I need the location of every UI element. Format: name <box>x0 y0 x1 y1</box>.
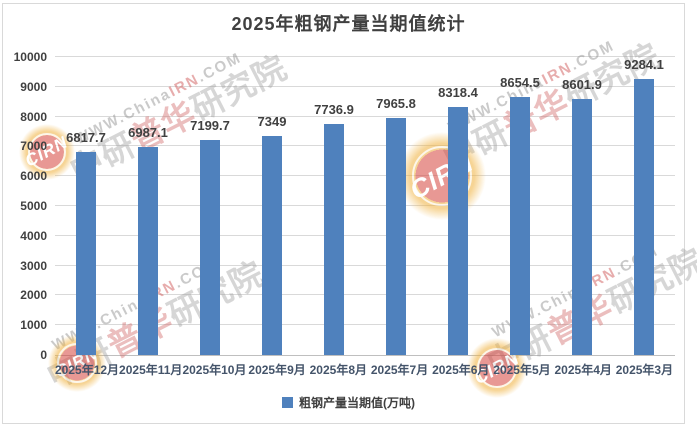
bar-value-label: 7965.8 <box>376 95 416 111</box>
bar-slot: 6817.7 <box>55 57 117 355</box>
y-tick-label: 3000 <box>20 258 47 273</box>
y-axis: 10000 9000 8000 7000 6000 5000 4000 3000 2000 100… <box>0 50 47 362</box>
bar-value-label: 6817.7 <box>66 129 106 145</box>
legend: 粗钢产量当期值(万吨) <box>0 394 697 411</box>
y-tick-label: 7000 <box>20 139 47 154</box>
x-tick-label: 2025年7月 <box>370 363 429 377</box>
bar-6 <box>386 117 406 355</box>
gridline <box>55 115 675 117</box>
x-tick-label: 2025年5月 <box>493 363 551 377</box>
bar-10 <box>634 79 654 355</box>
bar-value-label: 8601.9 <box>562 76 602 92</box>
gridline <box>55 234 675 236</box>
x-axis: 2025年12月 2025年11月 2025年10月 2025年9月 2025年8月 20… <box>55 361 675 378</box>
gridline <box>55 175 675 177</box>
bar-value-label: 7199.7 <box>190 118 230 134</box>
x-tick-label: 2025年10月 <box>182 363 247 377</box>
bar-5 <box>324 124 344 355</box>
gridline <box>55 205 675 206</box>
x-tick-label: 2025年6月 <box>432 363 490 377</box>
bar-slot: 7349 <box>241 57 303 355</box>
bar-value-label: 9284.1 <box>624 57 664 72</box>
x-tick-label: 2025年11月 <box>119 363 183 377</box>
bar-8 <box>510 97 530 355</box>
y-tick-label: 9000 <box>20 79 47 94</box>
bar-slot: 7736.9 <box>303 57 365 355</box>
x-tick-label: 2025年9月 <box>248 363 306 377</box>
y-tick-label: 10000 <box>13 50 47 64</box>
y-tick-label: 6000 <box>20 169 47 184</box>
bar-value-label: 6987.1 <box>128 124 168 140</box>
gridline <box>55 85 675 87</box>
bar-3 <box>200 140 220 355</box>
bar-7 <box>448 107 468 355</box>
gridline <box>55 145 675 147</box>
legend-label: 粗钢产量当期值(万吨) <box>299 396 415 410</box>
bar-value-label: 8318.4 <box>438 85 478 101</box>
gridline <box>55 324 675 326</box>
bar-value-label: 8654.5 <box>500 75 540 91</box>
plot-area: 6817.7 6987.1 7199.7 7349 7736.9 7965.8 8318.4… <box>55 56 675 356</box>
x-tick-label: 2025年4月 <box>554 363 612 377</box>
bar-slot: 9284.1 <box>613 57 675 355</box>
bar-4 <box>262 136 282 355</box>
gridline <box>55 264 675 266</box>
bar-value-label: 7349 <box>257 114 287 129</box>
bar-slot: 8654.5 <box>489 57 551 355</box>
bar-1 <box>76 151 96 355</box>
legend-marker-icon <box>282 397 293 408</box>
y-tick-label: 1000 <box>20 318 47 333</box>
gridline <box>55 294 675 296</box>
y-tick-label: 4000 <box>20 228 47 243</box>
bar-slot: 6987.1 <box>117 57 179 355</box>
bar-slot: 7965.8 <box>365 57 427 355</box>
bar-slot: 8601.9 <box>551 57 613 355</box>
x-axis-line <box>55 355 675 356</box>
bar-slot: 8318.4 <box>427 57 489 355</box>
y-tick-label: 0 <box>40 348 47 362</box>
x-tick-label: 2025年8月 <box>309 363 367 377</box>
bar-series: 6817.7 6987.1 7199.7 7349 7736.9 7965.8 8318.4… <box>55 57 675 355</box>
x-tick-label: 2025年12月 <box>55 363 120 377</box>
y-tick-label: 8000 <box>20 109 47 124</box>
chart-title: 2025年粗钢产量当期值统计 <box>231 14 466 34</box>
bar-slot: 7199.7 <box>179 57 241 355</box>
bar-2 <box>138 146 158 355</box>
bar-value-label: 7736.9 <box>314 102 354 118</box>
gridline <box>55 56 675 57</box>
y-tick-label: 2000 <box>20 288 47 303</box>
bar-9 <box>572 98 592 355</box>
y-tick-label: 5000 <box>20 199 47 213</box>
x-tick-label: 2025年3月 <box>615 363 674 377</box>
